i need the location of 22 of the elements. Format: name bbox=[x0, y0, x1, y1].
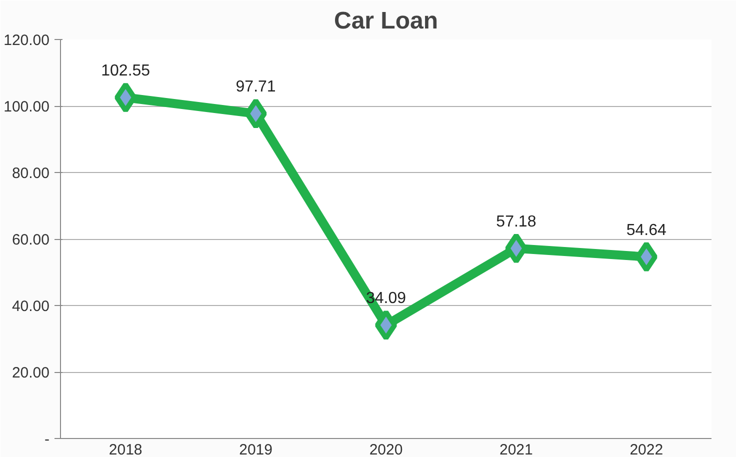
data-label: 97.71 bbox=[236, 78, 276, 96]
point bbox=[374, 310, 398, 341]
y-tick-label: 40.00 bbox=[12, 298, 50, 315]
y-tick-label: 100.00 bbox=[4, 98, 50, 116]
y-tick-label: 120.00 bbox=[4, 32, 50, 49]
x-tick-label: 2022 bbox=[630, 442, 664, 458]
point bbox=[635, 241, 658, 272]
y-tick-label: - bbox=[44, 431, 50, 448]
y-tick-label: 80.00 bbox=[12, 165, 50, 182]
x-tick-label: 2020 bbox=[369, 442, 403, 458]
x-tick-label: 2018 bbox=[108, 442, 142, 458]
point bbox=[114, 82, 137, 114]
x-tick-label: 2019 bbox=[239, 442, 272, 458]
y-tick-label: 20.00 bbox=[12, 364, 50, 382]
point bbox=[244, 98, 267, 130]
y-tick-label: 60.00 bbox=[12, 232, 50, 248]
point bbox=[505, 232, 528, 264]
data-label: 54.64 bbox=[626, 222, 667, 239]
chart-title: Car Loan bbox=[334, 8, 438, 34]
x-tick-label: 2021 bbox=[500, 442, 533, 458]
data-label: 57.18 bbox=[496, 213, 536, 230]
data-label: 102.55 bbox=[101, 62, 150, 80]
